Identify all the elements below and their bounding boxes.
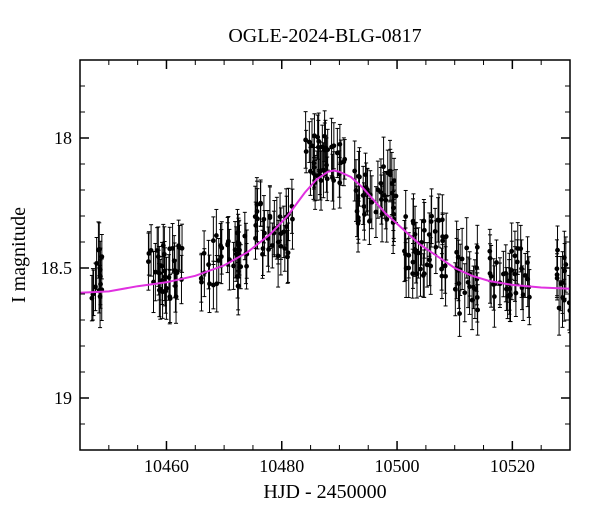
chart-svg: 10460 10480 10500 10520 18 18.5 19 OGLE-2024-BL… (0, 0, 600, 512)
svg-text:19: 19 (54, 388, 72, 408)
svg-text:10460: 10460 (144, 456, 189, 476)
chart-title: OGLE-2024-BLG-0817 (228, 25, 421, 47)
svg-text:18.5: 18.5 (41, 258, 73, 278)
svg-text:18: 18 (54, 128, 72, 148)
svg-text:10500: 10500 (375, 456, 420, 476)
y-axis-label: I magnitude (8, 207, 30, 303)
svg-text:10480: 10480 (259, 456, 304, 476)
svg-text:10520: 10520 (490, 456, 535, 476)
chart-container: 10460 10480 10500 10520 18 18.5 19 OGLE-2024-BL… (0, 0, 600, 512)
x-axis-label: HJD - 2450000 (263, 481, 386, 503)
